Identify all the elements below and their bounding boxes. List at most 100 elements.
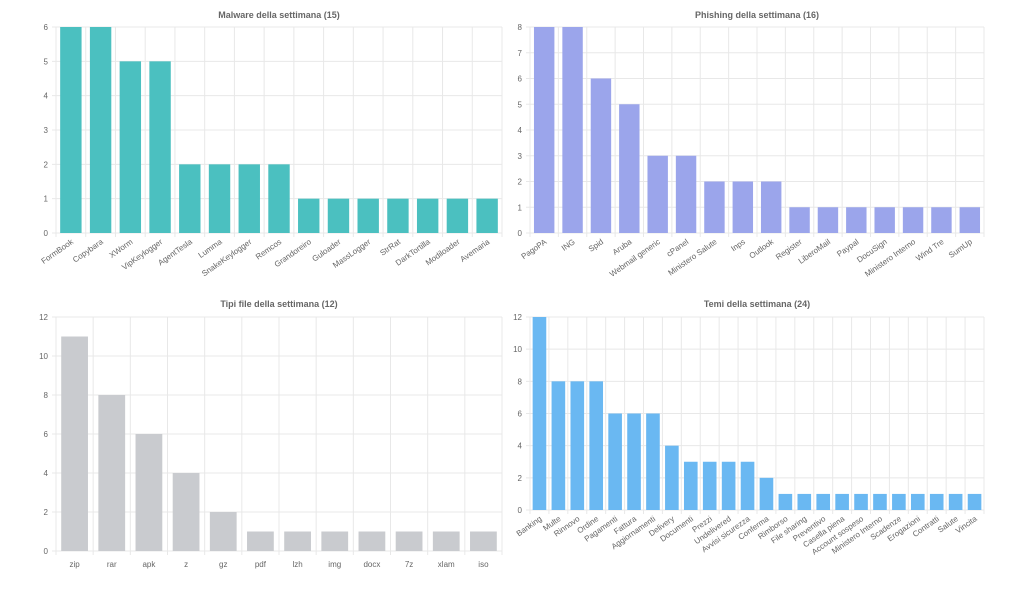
- bar-pdf[interactable]: [247, 531, 274, 552]
- bar-gz[interactable]: [209, 512, 237, 551]
- y-tick-label: 2: [44, 160, 49, 169]
- bar-preventivo[interactable]: [816, 493, 831, 510]
- bar-strrat[interactable]: [387, 198, 409, 233]
- bar-ordine[interactable]: [589, 381, 604, 510]
- y-tick-label: 6: [44, 430, 49, 439]
- bar-pagamenti[interactable]: [608, 413, 622, 511]
- x-tick-label: Avemaria: [459, 237, 492, 264]
- bar-snakekeylogger[interactable]: [238, 164, 260, 233]
- x-tick-label: 7z: [405, 560, 413, 569]
- bar-guloader[interactable]: [327, 198, 350, 233]
- x-tick-label: Vincita: [954, 514, 979, 535]
- bar-grandoreiro[interactable]: [298, 198, 320, 233]
- chart-3: Tipi file della settimana (12) 0 2 4 6 8 10 12 z…: [39, 299, 503, 569]
- bar-wind-tre[interactable]: [931, 207, 952, 233]
- bar-prezzi[interactable]: [702, 461, 717, 510]
- chart-1: Malware della settimana (15) 0 1 2 3 4 5 6 FormB…: [40, 10, 503, 278]
- bar-vipkeylogger[interactable]: [149, 61, 171, 234]
- bar-formbook[interactable]: [60, 27, 82, 233]
- bar-xlam[interactable]: [432, 531, 460, 552]
- x-tick-label: lzh: [292, 560, 302, 569]
- bar-masslogger[interactable]: [357, 198, 379, 233]
- bar-xworm[interactable]: [119, 61, 142, 234]
- bar-ministero-salute[interactable]: [704, 181, 725, 234]
- bar-iso[interactable]: [470, 531, 497, 552]
- y-tick-label: 2: [518, 474, 523, 483]
- bar-fattura[interactable]: [627, 413, 641, 511]
- bar-paypal[interactable]: [846, 207, 867, 233]
- bar-copybara[interactable]: [89, 27, 112, 233]
- bar-scadenze[interactable]: [892, 493, 906, 510]
- bar-banking[interactable]: [532, 317, 547, 510]
- y-tick-label: 6: [518, 410, 523, 419]
- bar-pagopa[interactable]: [533, 27, 555, 233]
- bar-account-sospeso[interactable]: [854, 493, 868, 510]
- bar-casella-piena[interactable]: [835, 493, 849, 510]
- x-tick-label: ING: [560, 237, 577, 253]
- bar-salute[interactable]: [948, 493, 963, 510]
- bar-lumma[interactable]: [208, 164, 231, 233]
- y-tick-label: 1: [44, 195, 49, 204]
- bar-file-sharing[interactable]: [797, 493, 812, 510]
- bar-modiloader[interactable]: [446, 198, 469, 233]
- bar-outlook[interactable]: [760, 181, 782, 234]
- bar-cpanel[interactable]: [675, 155, 697, 233]
- x-tick-label: Webmail generic: [608, 237, 662, 278]
- bar-avemaria[interactable]: [476, 198, 498, 233]
- bar-delivery[interactable]: [665, 445, 679, 510]
- bar-avvisi-sicurezza[interactable]: [740, 461, 755, 510]
- bar-liberomail[interactable]: [817, 207, 839, 233]
- y-tick-label: 5: [44, 57, 49, 66]
- bar-7z[interactable]: [395, 531, 423, 552]
- x-tick-label: StrRat: [378, 237, 402, 258]
- bar-darktortilla[interactable]: [416, 198, 439, 233]
- bar-aruba[interactable]: [619, 104, 640, 233]
- bar-inps[interactable]: [732, 181, 754, 234]
- y-tick-label: 0: [44, 229, 49, 238]
- chart-4: Temi della settimana (24) 0 2 4 6 8 10 12 Bankin…: [513, 299, 985, 557]
- bar-docx[interactable]: [358, 531, 386, 552]
- x-tick-label: xlam: [438, 560, 455, 569]
- bar-erogazioni[interactable]: [910, 493, 925, 510]
- bar-ing[interactable]: [562, 27, 583, 233]
- bar-ministero-interno[interactable]: [873, 493, 887, 510]
- bar-webmail-generic[interactable]: [647, 155, 668, 233]
- x-tick-label: Inps: [729, 237, 747, 253]
- x-tick-label: Ministero Salute: [666, 237, 719, 278]
- y-tick-label: 2: [518, 178, 523, 187]
- bar-img[interactable]: [321, 531, 349, 552]
- bar-remcos[interactable]: [268, 164, 290, 233]
- bar-rar[interactable]: [98, 395, 126, 551]
- x-tick-label: Wind Tre: [914, 237, 946, 263]
- bar-multe[interactable]: [551, 381, 566, 510]
- x-tick-label: pdf: [255, 560, 267, 569]
- x-tick-label: docx: [363, 560, 380, 569]
- x-tick-label: img: [328, 560, 341, 569]
- bar-contratti[interactable]: [929, 493, 944, 510]
- bar-register[interactable]: [789, 207, 810, 233]
- chart-title: Malware della settimana (15): [218, 10, 340, 20]
- bar-vincita[interactable]: [967, 493, 982, 510]
- x-tick-label: SnakeKeylogger: [200, 237, 254, 278]
- bar-rinnovo[interactable]: [570, 381, 585, 510]
- bar-spid[interactable]: [590, 78, 612, 234]
- bar-zip[interactable]: [61, 336, 88, 552]
- bar-lzh[interactable]: [284, 531, 311, 552]
- y-tick-label: 4: [44, 92, 49, 101]
- y-tick-label: 4: [44, 469, 49, 478]
- bar-z[interactable]: [172, 473, 200, 551]
- x-tick-label: iso: [478, 560, 489, 569]
- bar-documenti[interactable]: [683, 461, 698, 510]
- bar-ministero-interno[interactable]: [902, 207, 924, 233]
- bar-agenttesla[interactable]: [179, 164, 201, 233]
- bar-conferma[interactable]: [759, 477, 774, 510]
- x-tick-label: PagoPA: [520, 237, 549, 261]
- x-tick-label: LiberoMail: [797, 237, 833, 266]
- bar-aggiornamenti[interactable]: [646, 413, 660, 511]
- bar-sumup[interactable]: [959, 207, 981, 233]
- bar-docusign[interactable]: [874, 207, 895, 233]
- bar-apk[interactable]: [135, 434, 163, 551]
- bar-undelivered[interactable]: [721, 461, 736, 510]
- bar-rimborso[interactable]: [778, 493, 793, 510]
